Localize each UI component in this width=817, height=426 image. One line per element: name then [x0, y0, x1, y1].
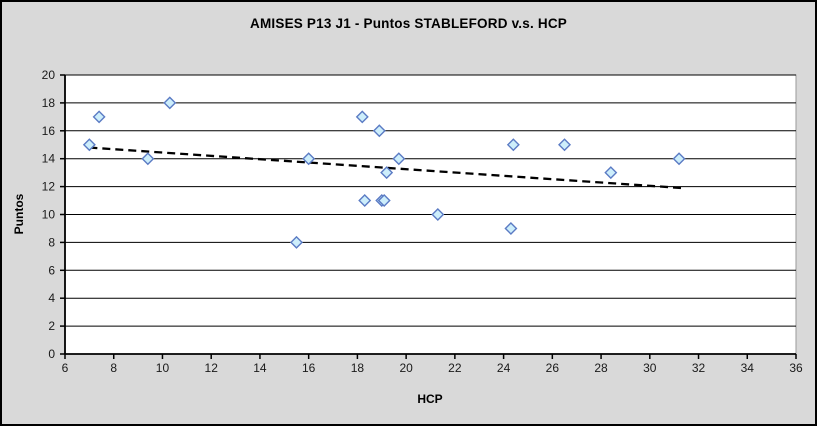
- data-point-marker: [358, 194, 372, 208]
- y-tick-label: 18: [42, 96, 56, 110]
- x-tick-label: 28: [594, 361, 608, 375]
- x-tick-label: 26: [546, 361, 560, 375]
- x-tick-label: 14: [253, 361, 267, 375]
- data-point-marker: [92, 110, 106, 124]
- x-tick-label: 30: [643, 361, 657, 375]
- y-tick-label: 20: [42, 68, 56, 82]
- trendline: [89, 146, 682, 190]
- y-tick-label: 12: [42, 180, 56, 194]
- x-tick-label: 36: [789, 361, 803, 375]
- x-tick-label: 22: [448, 361, 462, 375]
- x-tick-label: 6: [62, 361, 69, 375]
- data-point-marker: [506, 138, 520, 152]
- x-tick-label: 32: [692, 361, 706, 375]
- data-point-marker: [392, 152, 406, 166]
- y-axis-title: Puntos: [12, 193, 26, 235]
- chart-title: AMISES P13 J1 - Puntos STABLEFORD v.s. H…: [250, 16, 567, 31]
- y-tick-label: 2: [48, 319, 55, 333]
- x-tick-label: 12: [205, 361, 219, 375]
- y-tick-label: 14: [42, 152, 56, 166]
- y-tick-label: 4: [48, 291, 55, 305]
- data-point-marker: [504, 221, 518, 235]
- x-tick-label: 34: [741, 361, 755, 375]
- y-tick-label: 10: [42, 208, 56, 222]
- x-tick-label: 16: [302, 361, 316, 375]
- data-point-marker: [141, 152, 155, 166]
- data-point-marker: [82, 138, 96, 152]
- y-tick-label: 6: [48, 263, 55, 277]
- x-tick-label: 10: [156, 361, 170, 375]
- y-tick-label: 8: [48, 235, 55, 249]
- data-point-marker: [289, 235, 303, 249]
- x-axis-title: HCP: [417, 392, 443, 406]
- data-point-marker: [355, 110, 369, 124]
- y-tick-label: 16: [42, 124, 56, 138]
- data-point-marker: [431, 208, 445, 221]
- x-tick-label: 8: [110, 361, 117, 375]
- data-point-marker: [380, 166, 394, 180]
- y-tick-label: 0: [48, 347, 55, 361]
- data-point-marker: [377, 194, 391, 208]
- data-point-marker: [372, 124, 386, 138]
- data-point-marker: [163, 96, 177, 110]
- x-tick-label: 18: [351, 361, 365, 375]
- data-point-marker: [672, 152, 686, 166]
- x-tick-label: 24: [497, 361, 511, 375]
- data-point-marker: [558, 138, 572, 152]
- x-tick-label: 20: [399, 361, 413, 375]
- data-point-marker: [302, 152, 316, 166]
- data-point-marker: [604, 166, 618, 180]
